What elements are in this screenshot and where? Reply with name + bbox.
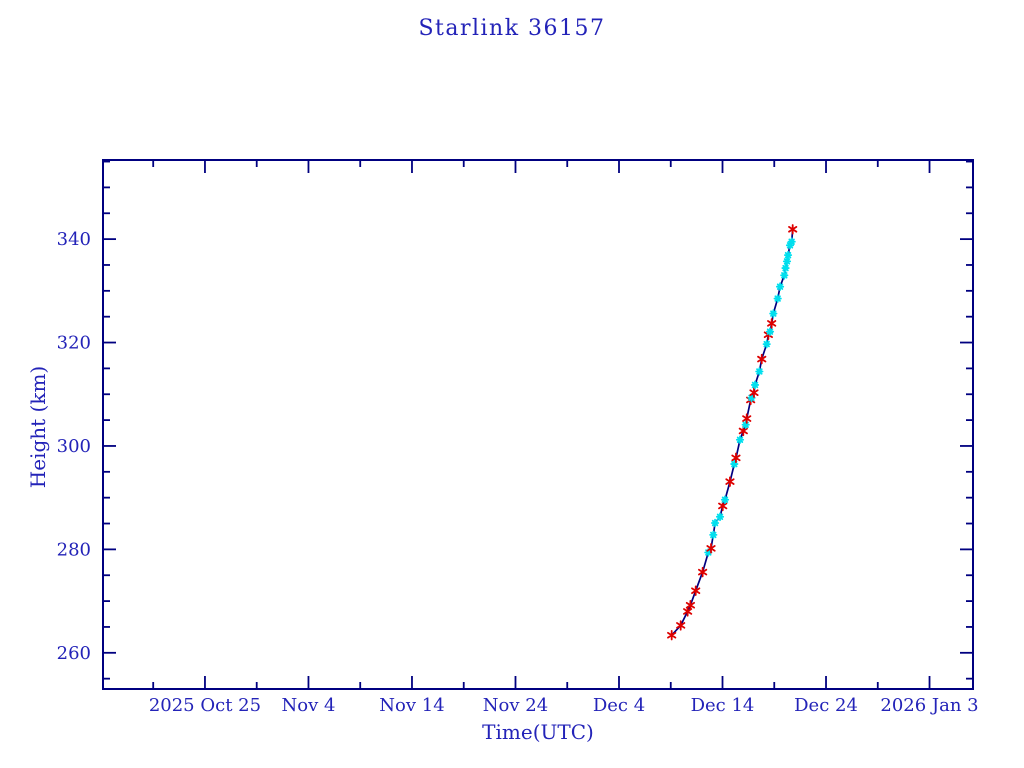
observation-marker-red-asterisk [725,476,735,487]
x-axis-title: Time(UTC) [482,720,594,744]
x-tick-label: Dec 24 [794,695,858,716]
observation-marker-red-asterisk [742,413,752,424]
height-profile-line [671,229,794,636]
observation-marker-cyan-star [762,339,771,349]
chart-title: Starlink 36157 [418,16,606,41]
observation-marker-cyan-star [775,282,785,291]
observation-marker-cyan-star [720,495,730,505]
y-tick-label: 340 [57,229,91,250]
observation-marker-red-asterisk [788,224,798,235]
observation-marker-cyan-star [735,435,745,445]
observation-marker-red-asterisk [698,566,708,578]
observation-marker-red-asterisk [706,543,716,554]
observation-marker-cyan-star [750,380,760,390]
x-tick-label: 2026 Jan 3 [880,695,978,716]
observation-marker-red-asterisk [731,452,741,464]
observation-marker-red-asterisk [757,353,767,365]
observation-marker-cyan-star [769,309,778,318]
observation-marker-cyan-star [755,367,764,376]
observation-marker-cyan-star [780,271,789,280]
x-tick-label: Dec 4 [593,695,645,716]
observation-marker-red-asterisk [676,620,686,631]
observation-marker-cyan-star [704,548,713,557]
y-tick-label: 320 [57,333,91,354]
y-tick-label: 300 [57,436,91,457]
x-tick-label: 2025 Oct 25 [149,695,261,716]
observation-marker-cyan-star [773,294,782,303]
observation-marker-red-asterisk [749,387,759,398]
x-tick-label: Nov 24 [483,695,548,716]
observation-marker-red-asterisk [691,585,701,596]
observation-marker-cyan-star [741,420,750,430]
observation-marker-cyan-star [783,250,793,260]
observation-marker-red-asterisk [685,600,696,611]
y-tick-label: 260 [57,643,91,664]
observation-marker-cyan-star [730,459,739,469]
observation-marker-cyan-star [715,512,725,522]
observation-marker-cyan-star [787,237,796,247]
x-tick-label: Dec 14 [691,695,755,716]
observation-marker-cyan-star [710,518,720,528]
observation-marker-cyan-star [781,263,790,273]
observation-marker-red-asterisk [738,425,748,437]
observation-marker-cyan-star [747,393,756,403]
observation-marker-red-asterisk [667,630,677,641]
plot-frame [102,159,974,690]
observation-marker-cyan-star [709,530,718,540]
observation-marker-red-asterisk [767,318,777,329]
observation-marker-red-asterisk [718,500,728,512]
observation-marker-cyan-star [782,257,792,266]
observation-marker-cyan-star [765,327,775,336]
y-tick-label: 280 [57,539,91,560]
x-tick-label: Nov 4 [281,695,335,716]
observation-marker-cyan-star [785,241,795,250]
x-tick-label: Nov 14 [379,695,444,716]
